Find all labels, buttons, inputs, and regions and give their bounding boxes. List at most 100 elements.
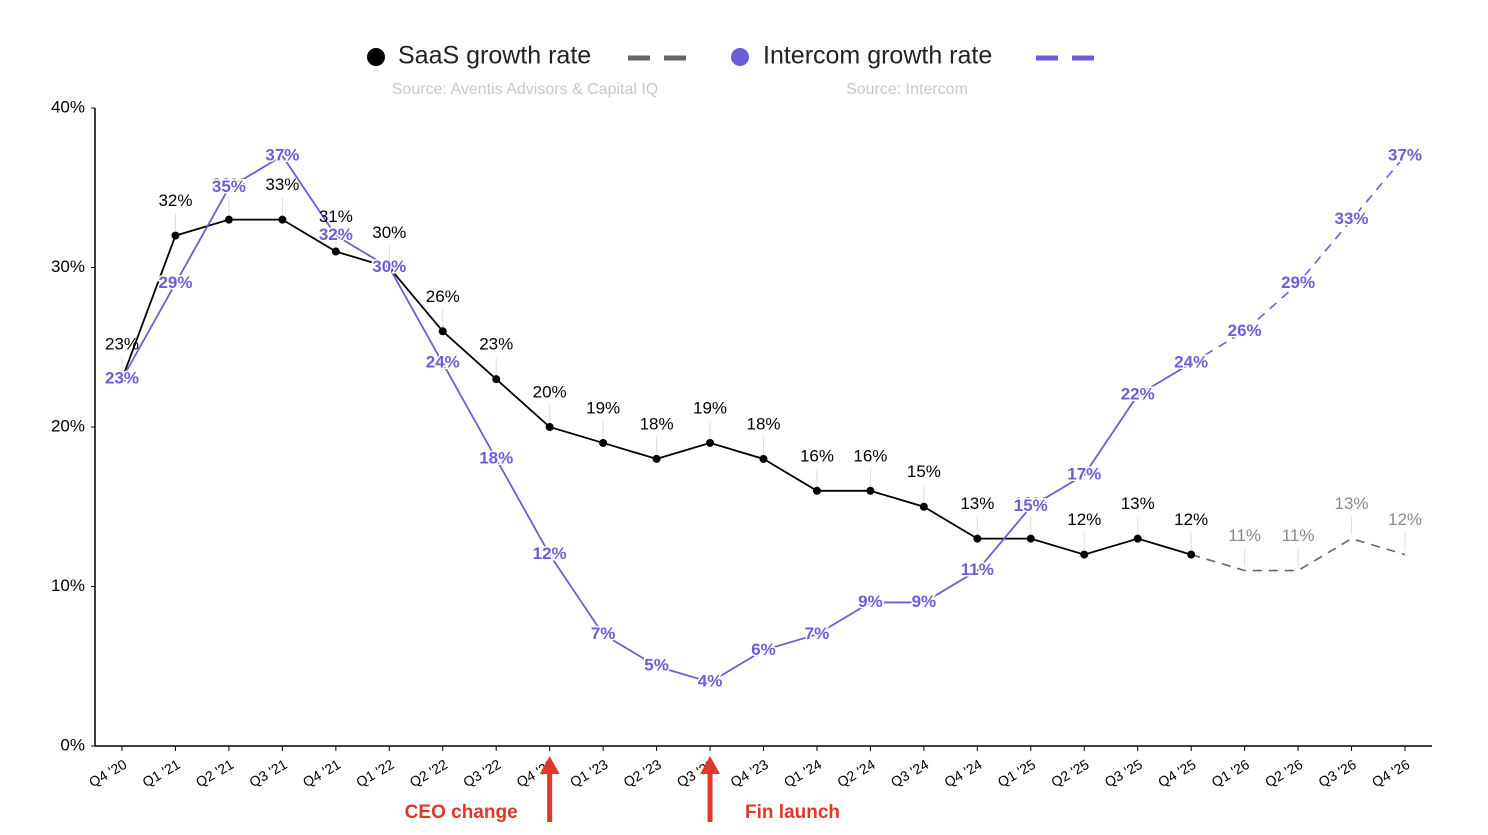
y-tick-label: 20%	[51, 416, 85, 435]
data-label: 19%	[693, 398, 727, 417]
data-label: 15%	[907, 462, 941, 481]
x-tick-label: Q1 '24	[781, 756, 825, 790]
data-label: 37%	[1388, 145, 1422, 164]
annotation-label: Fin launch	[745, 802, 840, 823]
data-label: 24%	[1174, 353, 1208, 372]
data-label: 4%	[698, 672, 723, 691]
point	[652, 454, 661, 463]
point	[385, 263, 394, 272]
point	[331, 247, 340, 256]
annotation-arrowhead	[700, 756, 721, 774]
data-label: 35%	[212, 177, 246, 196]
legend-source: Source: Aventis Advisors & Capital IQ	[392, 81, 659, 98]
point	[1187, 550, 1196, 559]
data-label: 12%	[533, 544, 567, 563]
point	[278, 215, 287, 224]
y-tick-label: 30%	[51, 257, 85, 276]
data-label: 33%	[212, 175, 246, 194]
point	[812, 486, 821, 495]
annotation-label: CEO change	[405, 802, 518, 823]
x-tick-label: Q3 '21	[246, 756, 290, 790]
data-label: 11%	[1228, 526, 1261, 545]
data-label: 16%	[800, 446, 834, 465]
point	[599, 438, 608, 447]
data-label: 7%	[591, 624, 616, 643]
x-tick-label: Q1 '23	[567, 756, 611, 790]
data-label: 13%	[960, 494, 994, 513]
point	[1133, 534, 1142, 543]
annotation-arrowhead	[539, 756, 560, 774]
data-label: 29%	[158, 273, 192, 292]
data-label: 17%	[1067, 464, 1101, 483]
data-label: 11%	[961, 560, 994, 579]
x-tick-label: Q4 '25	[1155, 756, 1199, 790]
y-tick-label: 10%	[51, 576, 85, 595]
data-label: 33%	[1335, 209, 1369, 228]
point	[759, 454, 768, 463]
y-tick-label: 40%	[51, 97, 85, 116]
point	[224, 215, 233, 224]
x-tick-label: Q1 '26	[1209, 756, 1253, 790]
data-label: 23%	[105, 335, 139, 354]
x-tick-label: Q3 '22	[460, 756, 504, 790]
legend-marker	[367, 48, 385, 66]
x-tick-label: Q3 '26	[1316, 756, 1360, 790]
x-tick-label: Q4 '21	[300, 756, 344, 790]
x-tick-label: Q4 '26	[1369, 756, 1413, 790]
data-label: 23%	[105, 369, 139, 388]
x-tick-label: Q2 '23	[621, 756, 665, 790]
data-label: 19%	[586, 398, 620, 417]
data-label: 13%	[1121, 494, 1155, 513]
data-label: 16%	[853, 446, 887, 465]
point	[171, 231, 180, 240]
data-label: 22%	[1121, 385, 1155, 404]
data-label: 33%	[265, 175, 299, 194]
data-label: 9%	[912, 592, 937, 611]
x-tick-label: Q2 '24	[834, 756, 878, 790]
x-tick-label: Q1 '25	[995, 756, 1039, 790]
x-tick-label: Q3 '24	[888, 756, 932, 790]
point	[492, 375, 501, 384]
data-label: 18%	[640, 414, 674, 433]
point	[545, 423, 554, 431]
data-label: 26%	[426, 287, 460, 306]
data-label: 9%	[858, 592, 883, 611]
data-label: 13%	[1014, 494, 1048, 513]
y-tick-label: 0%	[60, 735, 85, 754]
x-tick-label: Q2 '22	[407, 756, 451, 790]
point	[706, 438, 715, 447]
data-label: 30%	[372, 223, 406, 242]
point	[1080, 550, 1089, 559]
x-tick-label: Q2 '25	[1048, 756, 1092, 790]
x-tick-label: Q2 '26	[1262, 756, 1306, 790]
x-tick-label: Q4 '20	[86, 756, 130, 790]
data-label: 15%	[1014, 496, 1048, 515]
legend-label: Intercom growth rate	[763, 42, 992, 70]
point	[118, 375, 126, 384]
legend-source: Source: Intercom	[846, 81, 968, 98]
data-label: 26%	[1228, 321, 1262, 340]
data-label: 31%	[319, 207, 353, 226]
legend-marker	[731, 48, 749, 66]
data-label: 12%	[1174, 510, 1208, 529]
data-label: 24%	[426, 353, 460, 372]
x-tick-label: Q4 '24	[941, 756, 985, 790]
data-label: 18%	[746, 414, 780, 433]
point	[919, 502, 928, 511]
data-label: 30%	[372, 257, 406, 276]
data-label: 37%	[265, 145, 299, 164]
data-label: 12%	[1067, 510, 1101, 529]
data-label: 32%	[319, 225, 353, 244]
x-tick-label: Q3 '25	[1102, 756, 1146, 790]
data-label: 18%	[479, 448, 513, 467]
data-label: 32%	[158, 191, 192, 210]
data-label: 29%	[1281, 273, 1315, 292]
point	[973, 534, 982, 543]
point	[1026, 534, 1035, 543]
projection-line	[1190, 155, 1406, 364]
data-label: 11%	[1282, 526, 1315, 545]
x-tick-label: Q1 '21	[139, 756, 183, 790]
x-tick-label: Q1 '22	[353, 756, 397, 790]
data-label: 13%	[1335, 494, 1369, 513]
